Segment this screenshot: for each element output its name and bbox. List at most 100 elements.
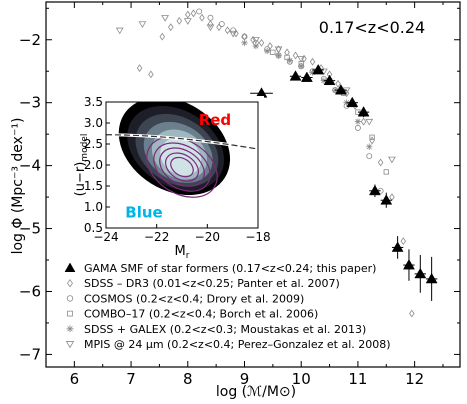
data-point [286,57,294,64]
inset-y-tick-label: 3.5 [84,95,103,109]
legend-entry-2: COSMOS (0.2<z<0.4; Drory et al. 2009) [84,292,304,305]
inset-x-tick-label: −24 [93,230,118,244]
data-point [255,87,268,98]
series-0 [250,63,438,301]
legend-entry-3: COMBO–17 (0.2<z<0.4; Borch et al. 2006) [84,308,318,321]
contour-line [146,136,218,198]
y-tick-label: −6 [19,282,41,300]
x-tick-label: 8 [183,370,193,388]
data-point [207,20,214,28]
data-point [168,23,174,32]
data-point [366,153,373,160]
data-point [161,15,169,22]
data-point [190,9,197,18]
data-point [284,48,290,57]
data-point [323,74,336,86]
inset-x-axis-label-main: M [175,244,186,259]
legend-marker-5 [65,341,75,349]
data-point [409,309,415,318]
inset-y-axis-label-main: (u−r) [73,162,88,197]
legend-marker-0 [64,262,76,272]
x-tick-label: 7 [126,370,136,388]
data-point [369,136,375,145]
data-point [136,64,143,72]
data-point [138,21,147,29]
data-point [309,57,316,66]
data-point [115,27,124,35]
data-point [346,96,359,108]
inset-y-axis-label: (u−r)model [73,134,90,197]
contour-line [159,147,205,187]
inset-y-tick-label: 1.0 [84,200,103,214]
series-3 [270,49,389,175]
series-layer [115,8,438,318]
data-point [403,259,415,270]
data-point [335,79,341,88]
data-point [301,54,307,63]
legend: GAMA SMF of star formers (0.17<z<0.24; t… [64,262,391,351]
data-point [263,47,271,55]
y-axis-label: log Φ (Mpc⁻³ dex⁻¹) [10,118,26,255]
redshift-annotation: 0.17<z<0.24 [319,18,425,37]
data-point [176,16,183,25]
y-tick-labels: −2 −3 −4 −5 −6 −7 [19,31,41,364]
data-point [159,32,165,41]
data-point [369,134,375,140]
data-point [414,267,427,279]
inset-y-tick-label: 3.0 [84,116,103,130]
inset-y-tick-label: 0.5 [84,221,103,235]
data-point [391,241,404,252]
data-point [199,13,205,22]
data-point [183,18,192,25]
data-point [224,26,231,35]
data-point [360,117,367,126]
data-point [388,156,396,164]
inset-y-tick-label: 1.5 [84,179,103,193]
data-point [365,118,374,126]
data-point [270,49,276,55]
inset-x-axis-label: Mr [175,244,190,261]
data-point [275,52,282,59]
data-point [354,124,361,131]
inset-x-tick-label: −22 [144,230,169,244]
inset-x-tick-label: −20 [195,230,220,244]
plot-border [45,1,461,368]
data-point [206,24,215,32]
legend-marker-1 [67,279,73,288]
data-point [207,14,214,21]
inset-label-blue: Blue [125,204,162,222]
inset-x-tick-label: −18 [245,230,270,244]
contour-line [153,142,211,192]
data-point [241,33,248,40]
data-point [383,169,389,175]
inset-x-axis-label-sub: r [186,251,190,261]
y-tick-label: −5 [19,220,41,238]
data-point [343,99,350,106]
x-tick-label: 12 [405,370,424,388]
inset-y-tick-label: 2.5 [84,137,103,151]
inset-density [106,102,258,198]
legend-entry-5: MPIS @ 24 μm (0.2<z<0.4; Perez–Gonzalez … [84,338,391,351]
contour-line [164,152,200,182]
data-point [366,143,373,150]
y-tick-label: −7 [19,345,41,363]
data-point [289,70,302,81]
data-point [354,118,362,125]
y-tick-label: −2 [19,31,41,49]
legend-marker-3 [67,310,73,317]
data-point [400,237,407,246]
legend-entry-0: GAMA SMF of star formers (0.17<z<0.24; t… [84,262,376,275]
plot-frame [45,1,461,368]
data-point [380,194,393,205]
data-point [230,27,237,34]
data-point [196,8,203,15]
data-point [218,21,225,27]
data-point [274,46,283,54]
contour-line [170,156,194,178]
data-point [185,10,191,19]
x-tick-label: 11 [348,370,367,388]
data-point [320,77,328,84]
divider-line [106,134,258,150]
data-point [229,30,238,38]
